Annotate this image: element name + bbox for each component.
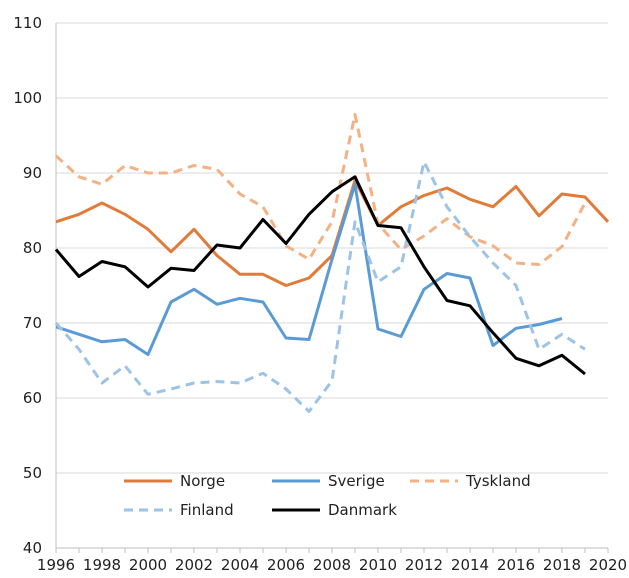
y-tick-label: 40 [23,539,42,557]
x-tick-label: 2014 [451,556,489,574]
y-tick-label: 60 [23,389,42,407]
series-line-sverige [55,182,563,356]
legend-item-danmark: Danmark [272,501,397,519]
series-lines [54,113,610,413]
y-tick-label: 100 [13,89,42,107]
gridlines [56,22,608,549]
x-tick-label: 2012 [405,556,443,574]
x-tick-label: 2006 [267,556,305,574]
legend-item-tyskland: Tyskland [410,472,531,490]
legend-label-danmark: Danmark [328,501,397,519]
x-tick-label: 2010 [359,556,397,574]
series-line-finland [54,160,586,413]
x-tick-label: 2016 [497,556,535,574]
x-tick-label: 2020 [589,556,627,574]
series-line-norge [55,179,610,287]
x-tick-label: 2018 [543,556,581,574]
x-tick-label: 2000 [129,556,167,574]
series-line-tyskland [54,113,587,266]
legend-item-sverige: Sverige [272,472,385,490]
y-tick-label: 50 [23,464,42,482]
y-tick-label: 110 [13,14,42,32]
y-tick-label: 70 [23,314,42,332]
x-tick-label: 2008 [313,556,351,574]
y-tick-label: 80 [23,239,42,257]
legend-label-finland: Finland [180,501,234,519]
x-tick-label: 1996 [37,556,75,574]
legend-label-tyskland: Tyskland [465,472,531,490]
y-tick-label: 90 [23,164,42,182]
x-tick-label: 2002 [175,556,213,574]
legend: Norge Sverige Tyskland Finland Danmark [124,472,531,519]
legend-label-norge: Norge [180,472,225,490]
x-tick-label: 1998 [83,556,121,574]
legend-item-norge: Norge [124,472,225,490]
axes: 40 50 60 70 80 90 100 110 1996 1998 2000 2002 2004 20… [13,14,627,574]
legend-item-finland: Finland [124,501,234,519]
series-line-danmark [54,175,586,376]
legend-label-sverige: Sverige [328,472,385,490]
x-tick-label: 2004 [221,556,259,574]
